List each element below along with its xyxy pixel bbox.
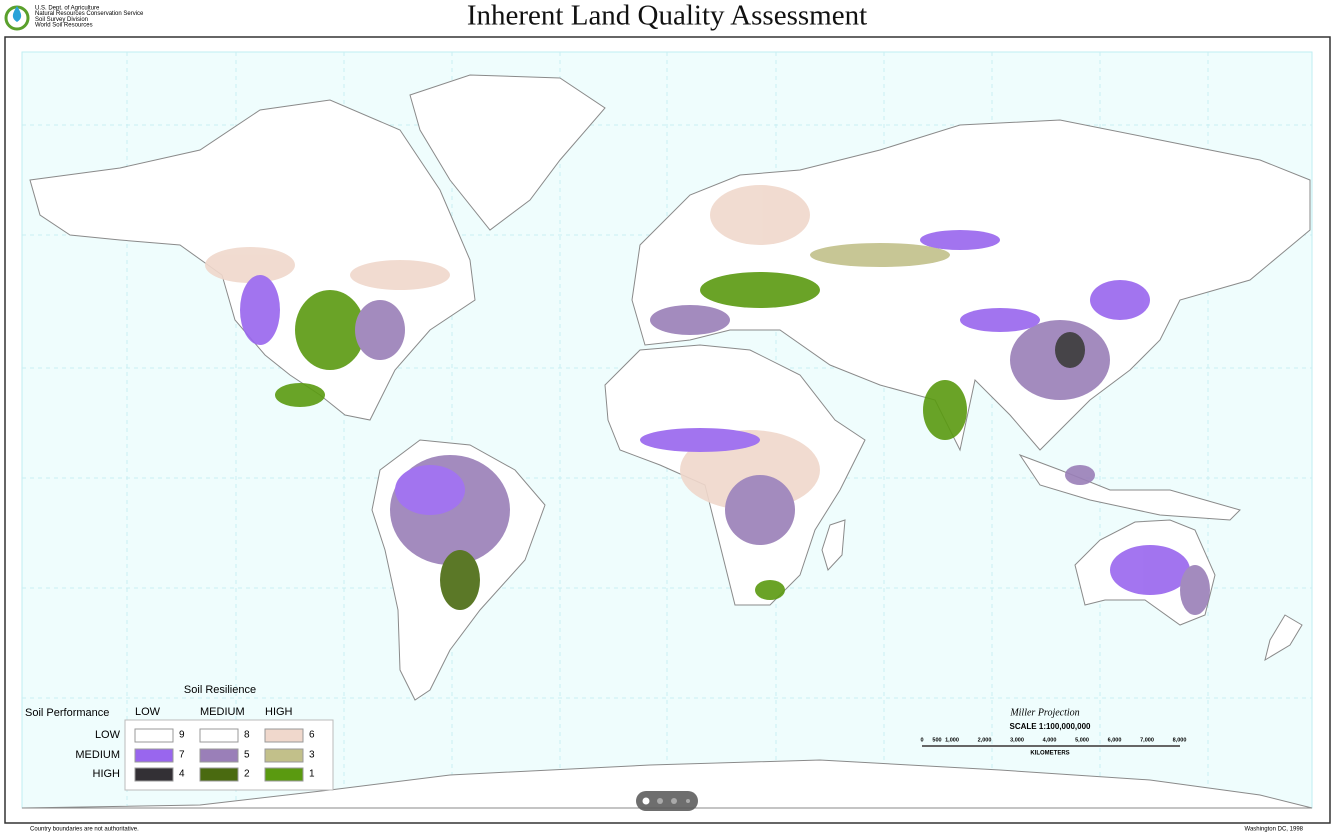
scale-tick-label: 500 [932,737,941,743]
legend-class: 2 [244,769,250,780]
carousel-dot[interactable] [642,797,650,805]
legend-swatch [199,767,239,782]
patch [700,272,820,308]
patch [395,465,465,515]
agency-line: World Soil Resources [35,22,93,28]
legend-swatch [264,728,304,743]
legend-class: 8 [244,730,250,741]
legend-swatch [134,728,174,743]
legend-swatch [134,767,174,782]
agency-line: Natural Resources Conservation Service [35,11,144,17]
legend-class: 3 [309,750,315,761]
legend-column-label: MEDIUM [200,706,245,718]
patch [960,308,1040,332]
scale-tick-label: 0 [920,737,923,743]
projection: Miller Projection [1009,707,1079,718]
patch [755,580,785,600]
patch [1110,545,1190,595]
legend-swatch [134,748,174,763]
carousel-dot[interactable] [671,798,677,804]
scale-tick-label: 1,000 [945,737,959,743]
legend-swatch [264,767,304,782]
legend: LOW MEDIUM HIGH LOW 9 8 6 MEDIUM 7 5 3 HIGH 4 2 1 [75,706,315,782]
carousel-pill [636,791,698,811]
agency-line: U.S. Dept. of Agriculture [35,6,100,12]
footer-note: Country boundaries are not authoritative… [30,827,139,833]
scale-tick-label: 7,000 [1140,737,1154,743]
patch [1065,465,1095,485]
scale-tick-label: 8,000 [1173,737,1187,743]
patch [1055,332,1085,368]
patch [295,290,365,370]
patch [275,383,325,407]
patch [923,380,967,440]
patch [240,275,280,345]
legend-class: 5 [244,750,250,761]
agency-line: Soil Survey Division [35,17,88,23]
antarctica [21,759,1313,809]
carousel-dot[interactable] [657,798,663,804]
patch [355,300,405,360]
patch [440,550,480,610]
patch [920,230,1000,250]
soil-patches [205,185,1210,615]
patch [710,185,810,245]
legend-row-label: MEDIUM [75,749,120,761]
logo [4,5,30,31]
legend-swatch [264,748,304,763]
greenland [409,74,606,231]
title: Inherent Land Quality Assessment [467,0,867,32]
carousel-dot[interactable] [686,799,690,803]
patch [1180,565,1210,615]
legend-title: Soil Resilience [184,684,256,696]
scale-tick-label: 5,000 [1075,737,1089,743]
scale-tick-label: 4,000 [1043,737,1057,743]
patch [650,305,730,335]
patch [640,428,760,452]
legend-row-label: HIGH [93,768,121,780]
legend-column-label: HIGH [265,706,293,718]
logo-drop [12,6,22,22]
patch [350,260,450,290]
scale-tick-label: 6,000 [1108,737,1122,743]
new-zealand [1264,614,1303,662]
legend-row-title: Soil Performance [25,707,109,719]
patch [725,475,795,545]
legend-class: 1 [309,769,315,780]
scale-unit: KILOMETERS [1030,751,1069,757]
legend-swatch [199,748,239,763]
legend-row-label: LOW [95,729,121,741]
patch [810,243,950,267]
scale-tick-label: 2,000 [978,737,992,743]
patch [1090,280,1150,320]
patch [205,247,295,283]
legend-swatch [199,728,239,743]
legend-class: 6 [309,730,315,741]
scale-ticks: 0 500 1,000 2,000 3,000 4,000 5,000 6,000 7,000 8… [920,737,1186,743]
footer-place-date: Washington DC, 1998 [1245,827,1304,833]
carousel-indicator [636,791,698,811]
legend-class: 9 [179,730,185,741]
madagascar [821,519,846,571]
legend-class: 4 [179,769,185,780]
legend-class: 7 [179,750,185,761]
legend-column-label: LOW [135,706,161,718]
scale-tick-label: 3,000 [1010,737,1024,743]
scale-ratio: SCALE 1:100,000,000 [1010,722,1091,731]
